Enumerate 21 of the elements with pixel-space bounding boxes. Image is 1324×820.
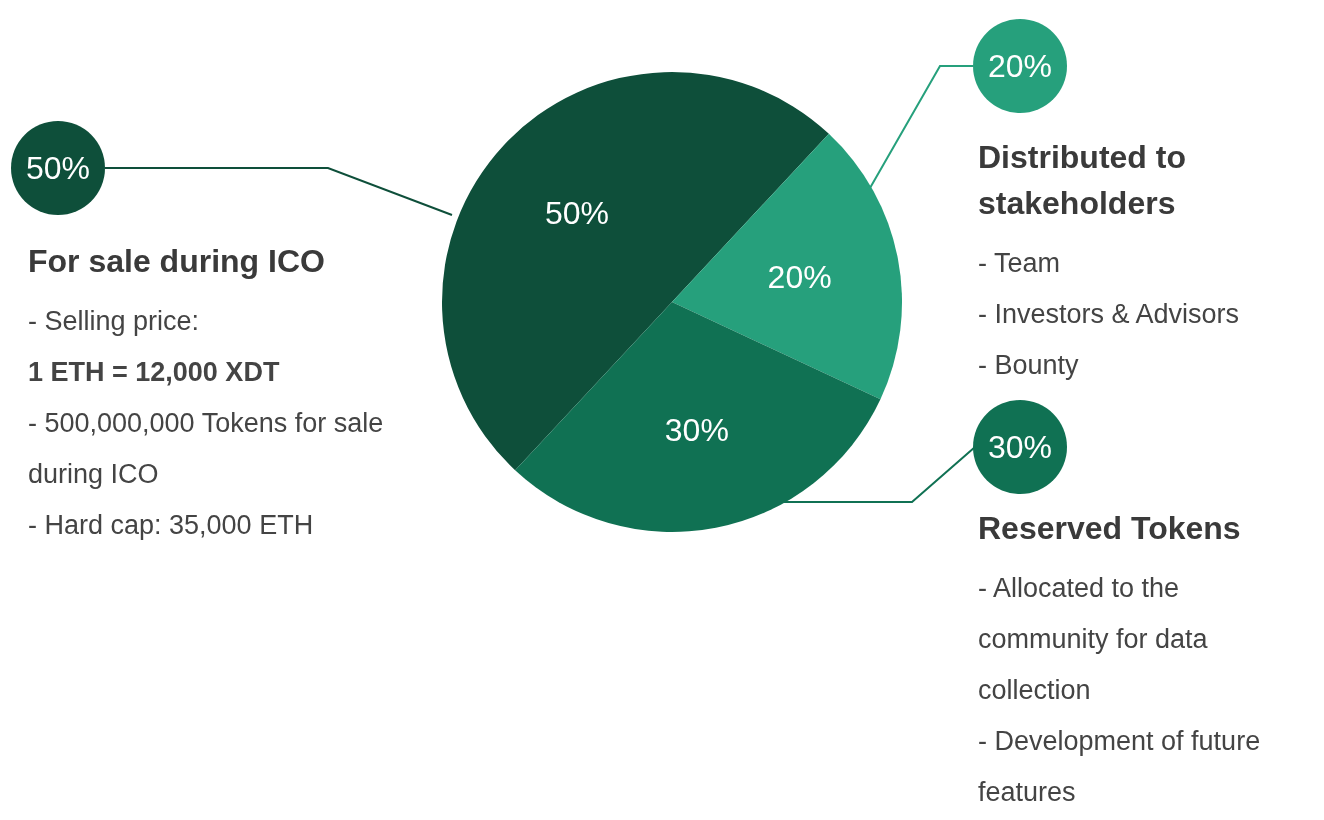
slice-label: Reserved Tokens [978, 509, 1242, 548]
pie-slice [442, 72, 829, 471]
data-label: 50% [544, 195, 609, 232]
text: - 500,000,000 Tokens for sale during ICO [28, 407, 385, 491]
text: - Hard cap: 35,000 ETH [28, 509, 315, 542]
slice-label: For sale during ICO [28, 242, 326, 281]
text: 30% [987, 429, 1053, 465]
text: - Team [978, 247, 1062, 280]
text: - Selling price: [28, 305, 201, 338]
text: 50% [25, 150, 91, 186]
text: 1 ETH = 12,000 XDT [28, 356, 281, 389]
pie-slice [672, 133, 902, 400]
text: - Development of future features [978, 725, 1262, 809]
pie-slice [515, 302, 881, 532]
text: - Bounty [978, 349, 1080, 382]
data-label: 20% [767, 259, 832, 296]
text: 20% [987, 48, 1053, 84]
slice-label: Distributed to stakeholders [978, 138, 1187, 223]
text: - Investors & Advisors [978, 298, 1241, 331]
data-label: 30% [664, 411, 729, 448]
text: - Allocated to the community for data collection [978, 572, 1209, 707]
